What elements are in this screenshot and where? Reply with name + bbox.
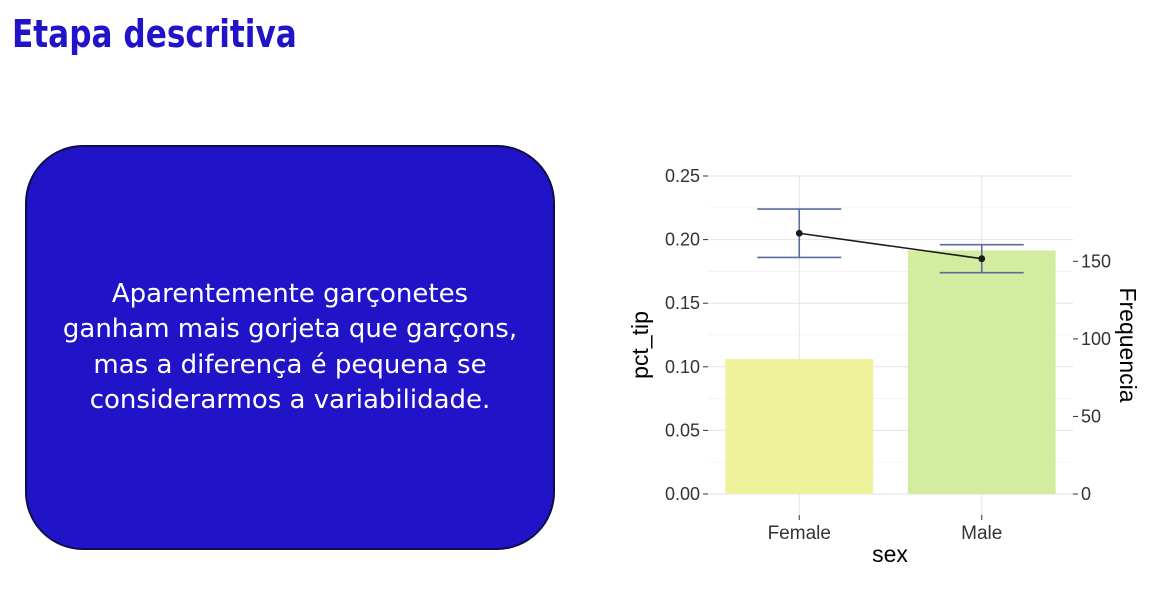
y-tick-label: 0.10 xyxy=(665,357,700,377)
y2-axis-label: Frequencia xyxy=(1115,287,1141,402)
y-axis-label: pct_tip xyxy=(627,311,653,379)
slide-title: Etapa descritiva xyxy=(12,12,297,56)
y-tick-label: 0.20 xyxy=(665,230,700,250)
y-tick-label: 0.25 xyxy=(665,166,700,186)
y2-tick-label: 0 xyxy=(1081,484,1091,504)
error-bars xyxy=(757,208,1024,274)
mean-line-path xyxy=(799,232,982,260)
y2-tick-label: 150 xyxy=(1081,251,1111,271)
y-tick-label: 0.05 xyxy=(665,420,700,440)
point-male xyxy=(978,255,986,263)
x-tick-label-male: Male xyxy=(961,523,1002,544)
x-tick-label-female: Female xyxy=(768,523,831,544)
y-axis-right: 0 50 100 150 xyxy=(1073,251,1111,504)
y2-tick-label: 100 xyxy=(1081,329,1111,349)
y-tick-label: 0.15 xyxy=(665,293,700,313)
point-female xyxy=(795,229,803,237)
chart: 0.00 0.05 0.10 0.15 0.20 0.25 0 50 100 150 Femal… xyxy=(627,166,1141,567)
callout-text: Aparentemente garçonetes ganham mais gor… xyxy=(62,278,518,415)
y2-tick-label: 50 xyxy=(1081,406,1101,426)
mean-line xyxy=(795,229,986,263)
y-axis-left: 0.00 0.05 0.10 0.15 0.20 0.25 xyxy=(665,166,708,504)
x-axis-label: sex xyxy=(872,541,908,567)
bar-male xyxy=(907,250,1056,494)
bars xyxy=(725,250,1056,494)
bar-female xyxy=(725,359,874,494)
callout-box: Aparentemente garçonetes ganham mais gor… xyxy=(25,145,555,550)
y-tick-label: 0.00 xyxy=(665,484,700,504)
x-axis: Female Male xyxy=(768,515,1002,544)
